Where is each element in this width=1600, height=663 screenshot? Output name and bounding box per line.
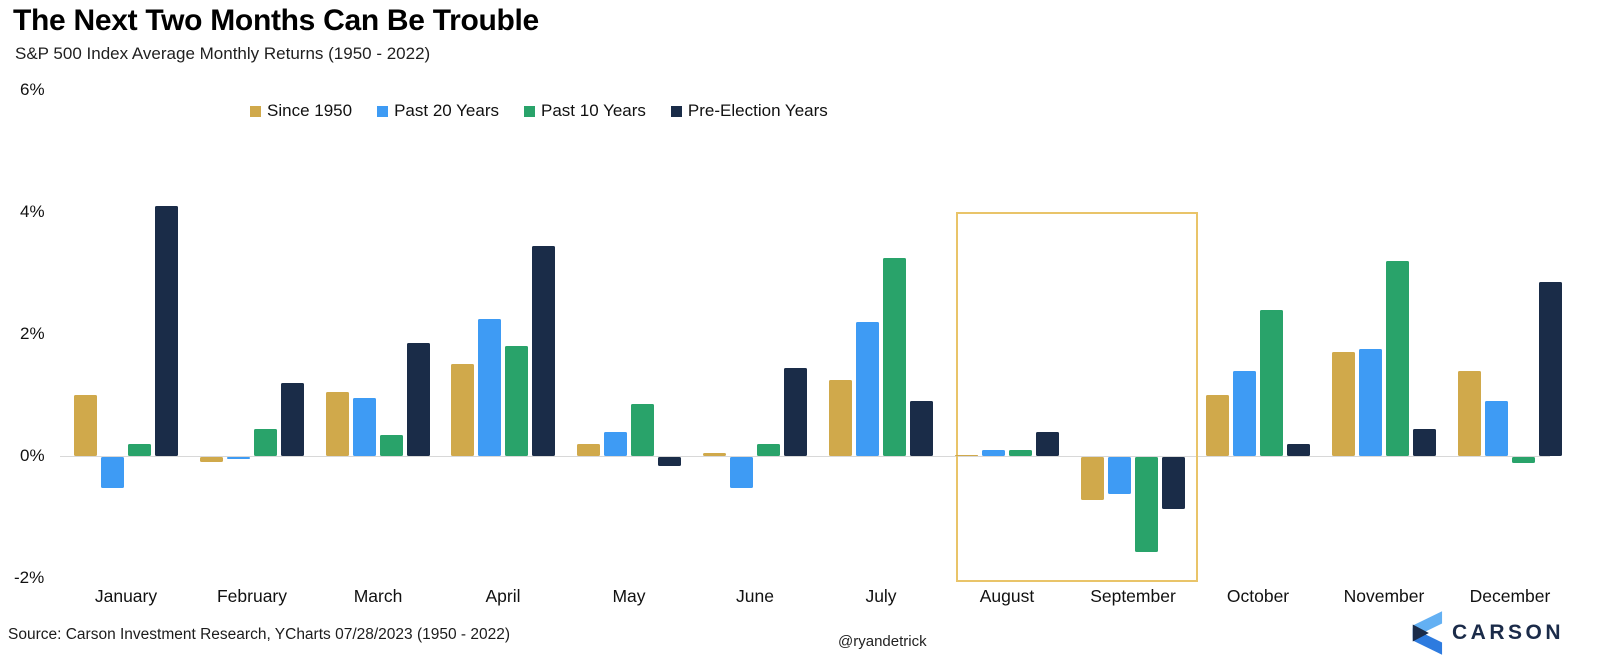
- bar-since-1950-november: [1332, 352, 1355, 456]
- month-label: October: [1226, 586, 1290, 606]
- legend-item: Pre-Election Years: [670, 101, 828, 121]
- bar-pre-election-years-may: [658, 457, 681, 466]
- legend-swatch-icon: [250, 105, 261, 117]
- zero-axis-line: [60, 456, 1550, 457]
- highlight-box: [956, 212, 1198, 582]
- bar-since-1950-july: [829, 380, 852, 456]
- carson-logo: CARSON: [1409, 610, 1564, 656]
- chart-title: The Next Two Months Can Be Trouble: [13, 4, 539, 37]
- carson-chevron-icon: [1412, 611, 1443, 655]
- bar-past-20-years-august: [982, 450, 1005, 456]
- bar-since-1950-january: [74, 395, 97, 456]
- month-label: April: [485, 586, 521, 606]
- bar-past-10-years-july: [883, 258, 906, 456]
- bar-since-1950-december: [1458, 371, 1481, 456]
- y-axis-tick-label: 6%: [20, 80, 45, 99]
- legend-item: Since 1950: [250, 101, 352, 121]
- legend-swatch-icon: [670, 105, 682, 117]
- bar-since-1950-april: [451, 364, 474, 456]
- y-axis-tick-label: -2%: [14, 568, 45, 587]
- bar-past-20-years-january: [101, 457, 124, 488]
- bar-pre-election-years-january: [155, 206, 178, 456]
- bar-past-10-years-december: [1512, 457, 1535, 463]
- source-note: Source: Carson Investment Research, YCha…: [8, 626, 511, 643]
- bar-pre-election-years-december: [1539, 282, 1562, 456]
- y-axis-tick-label: 4%: [20, 202, 45, 221]
- bar-past-10-years-june: [757, 444, 780, 456]
- bar-since-1950-march: [326, 392, 349, 456]
- bar-pre-election-years-july: [910, 401, 933, 456]
- month-label: June: [736, 586, 774, 606]
- bar-past-20-years-december: [1485, 401, 1508, 456]
- bar-past-20-years-may: [604, 432, 627, 456]
- bar-since-1950-october: [1206, 395, 1229, 456]
- legend-label: Since 1950: [267, 101, 353, 120]
- legend-item: Past 10 Years: [524, 101, 646, 121]
- bar-past-10-years-february: [254, 429, 277, 456]
- month-label: December: [1469, 586, 1551, 606]
- bar-since-1950-may: [577, 444, 600, 456]
- bar-past-20-years-november: [1359, 349, 1382, 456]
- bar-past-20-years-september: [1108, 457, 1131, 494]
- month-label: September: [1090, 586, 1176, 606]
- month-label: November: [1343, 586, 1425, 606]
- chart-subtitle: S&P 500 Index Average Monthly Returns (1…: [15, 44, 431, 63]
- bar-past-20-years-october: [1233, 371, 1256, 456]
- bar-pre-election-years-august: [1036, 432, 1059, 456]
- bar-pre-election-years-october: [1287, 444, 1310, 456]
- bar-past-10-years-march: [380, 435, 403, 456]
- bar-pre-election-years-november: [1413, 429, 1436, 456]
- bar-past-20-years-april: [478, 319, 501, 456]
- month-label: February: [216, 586, 288, 606]
- author-handle: @ryandetrick: [838, 633, 927, 650]
- bar-past-20-years-july: [856, 322, 879, 456]
- legend-label: Past 10 Years: [541, 101, 646, 120]
- bar-pre-election-years-february: [281, 383, 304, 456]
- bar-past-10-years-january: [128, 444, 151, 456]
- bar-pre-election-years-march: [407, 343, 430, 456]
- legend-item: Past 20 Years: [377, 101, 499, 121]
- bar-since-1950-june: [703, 453, 726, 456]
- y-axis-tick-label: 2%: [20, 324, 45, 343]
- legend: Since 1950 Past 20 Years Past 10 Years Pre-…: [250, 101, 828, 121]
- bar-pre-election-years-september: [1162, 457, 1185, 509]
- bar-pre-election-years-april: [532, 246, 555, 456]
- bar-past-20-years-february: [227, 457, 250, 459]
- month-label: May: [612, 586, 646, 606]
- month-label: January: [94, 586, 158, 606]
- y-axis-tick-label: 0%: [20, 446, 45, 465]
- bar-pre-election-years-june: [784, 368, 807, 456]
- bar-past-20-years-june: [730, 457, 753, 488]
- legend-label: Past 20 Years: [394, 101, 499, 120]
- bar-since-1950-september: [1081, 457, 1104, 500]
- legend-swatch-icon: [377, 105, 389, 117]
- month-label: August: [979, 586, 1035, 606]
- bar-past-10-years-november: [1386, 261, 1409, 456]
- bar-past-10-years-october: [1260, 310, 1283, 456]
- bar-since-1950-february: [200, 457, 223, 462]
- carson-wordmark: CARSON: [1451, 621, 1564, 644]
- month-label: March: [353, 586, 403, 606]
- bar-since-1950-august: [955, 455, 978, 456]
- legend-label: Pre-Election Years: [687, 101, 828, 120]
- bar-past-20-years-march: [353, 398, 376, 456]
- bar-past-10-years-may: [631, 404, 654, 456]
- bar-past-10-years-september: [1135, 457, 1158, 552]
- bar-past-10-years-april: [505, 346, 528, 456]
- bar-past-10-years-august: [1009, 450, 1032, 456]
- month-label: July: [865, 586, 897, 606]
- legend-swatch-icon: [524, 105, 535, 117]
